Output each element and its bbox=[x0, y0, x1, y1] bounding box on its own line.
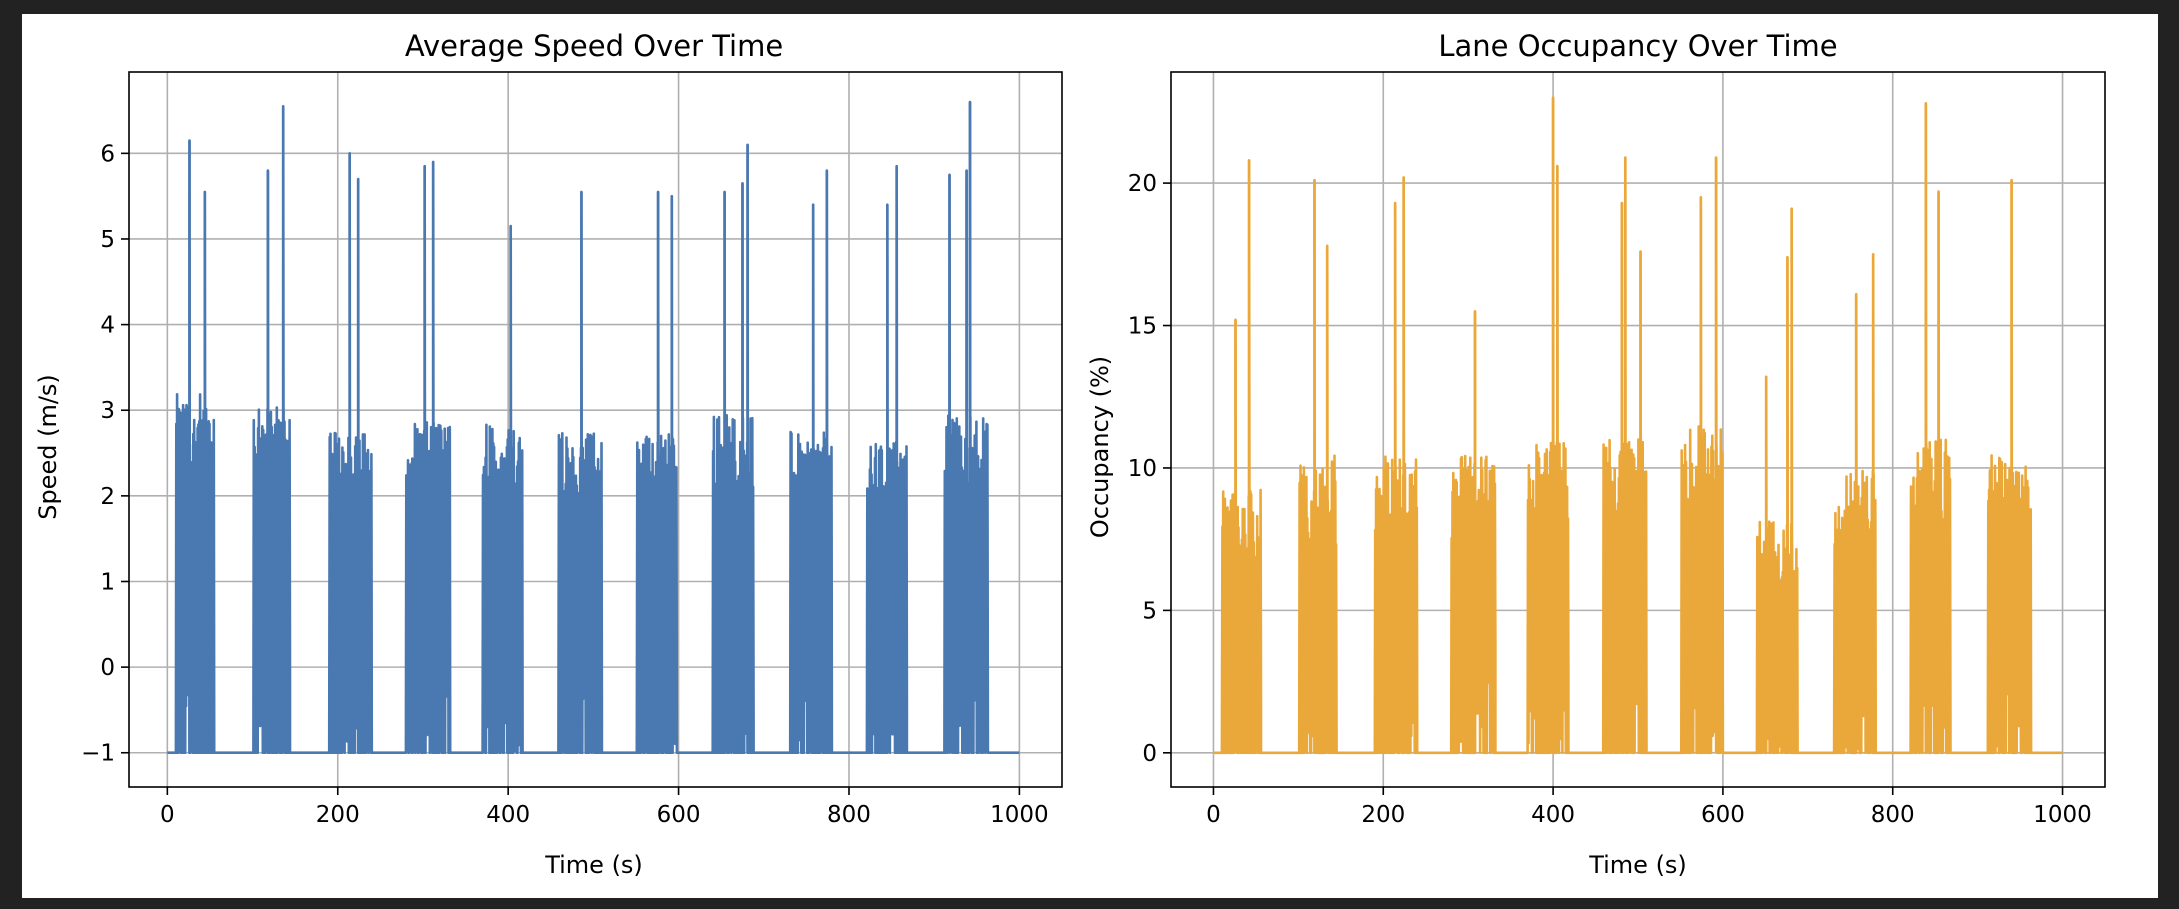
x-tick-label: 1000 bbox=[2033, 802, 2092, 828]
plot-frame bbox=[1170, 71, 2106, 788]
x-tick-label: 600 bbox=[1701, 802, 1745, 828]
x-tick-label: 0 bbox=[1206, 802, 1221, 828]
y-tick-label: 10 bbox=[1128, 456, 1157, 482]
x-tick-label: 200 bbox=[316, 802, 360, 828]
y-tick-label: 0 bbox=[1142, 741, 1157, 767]
occupancy-chart-title: Lane Occupancy Over Time bbox=[1438, 29, 1837, 63]
y-tick-label: −1 bbox=[81, 741, 115, 767]
speed-chart-ylabel: Speed (m/s) bbox=[34, 374, 62, 520]
plot-frame bbox=[128, 71, 1063, 788]
y-tick-label: 20 bbox=[1128, 171, 1157, 197]
x-tick-label: 400 bbox=[486, 802, 530, 828]
series-line bbox=[167, 100, 1020, 754]
x-tick-label: 0 bbox=[160, 802, 175, 828]
x-tick-label: 800 bbox=[827, 802, 871, 828]
figure: Average Speed Over Time Time (s) Speed (… bbox=[22, 14, 2158, 898]
y-tick-label: 5 bbox=[100, 227, 115, 253]
occupancy-chart-ylabel: Occupancy (%) bbox=[1086, 356, 1114, 538]
speed-chart-xlabel: Time (s) bbox=[544, 851, 643, 879]
y-tick-label: 2 bbox=[100, 484, 115, 510]
y-tick-label: 0 bbox=[100, 655, 115, 681]
y-tick-label: 4 bbox=[100, 313, 115, 339]
series-line bbox=[1213, 96, 2063, 755]
y-tick-label: 3 bbox=[100, 398, 115, 424]
speed-chart: Average Speed Over Time Time (s) Speed (… bbox=[34, 29, 1063, 879]
occupancy-plot-area: 0 200 400 600 800 1000 0 5 10 15 20 bbox=[1128, 71, 2106, 828]
speed-plot-area: 0 200 400 600 800 1000 −1 0 1 2 3 4 5 6 bbox=[81, 71, 1063, 828]
occupancy-chart: Lane Occupancy Over Time Time (s) Occupa… bbox=[1086, 29, 2106, 879]
y-tick-label: 15 bbox=[1128, 314, 1157, 340]
y-tick-label: 1 bbox=[100, 569, 115, 595]
occupancy-chart-xlabel: Time (s) bbox=[1588, 851, 1687, 879]
charts-svg: Average Speed Over Time Time (s) Speed (… bbox=[34, 29, 2106, 879]
y-tick-label: 5 bbox=[1142, 598, 1157, 624]
y-tick-label: 6 bbox=[100, 141, 115, 167]
x-tick-label: 600 bbox=[657, 802, 701, 828]
x-tick-label: 400 bbox=[1531, 802, 1575, 828]
speed-chart-title: Average Speed Over Time bbox=[405, 29, 783, 63]
x-tick-label: 200 bbox=[1361, 802, 1405, 828]
x-tick-label: 1000 bbox=[990, 802, 1049, 828]
x-tick-label: 800 bbox=[1871, 802, 1915, 828]
